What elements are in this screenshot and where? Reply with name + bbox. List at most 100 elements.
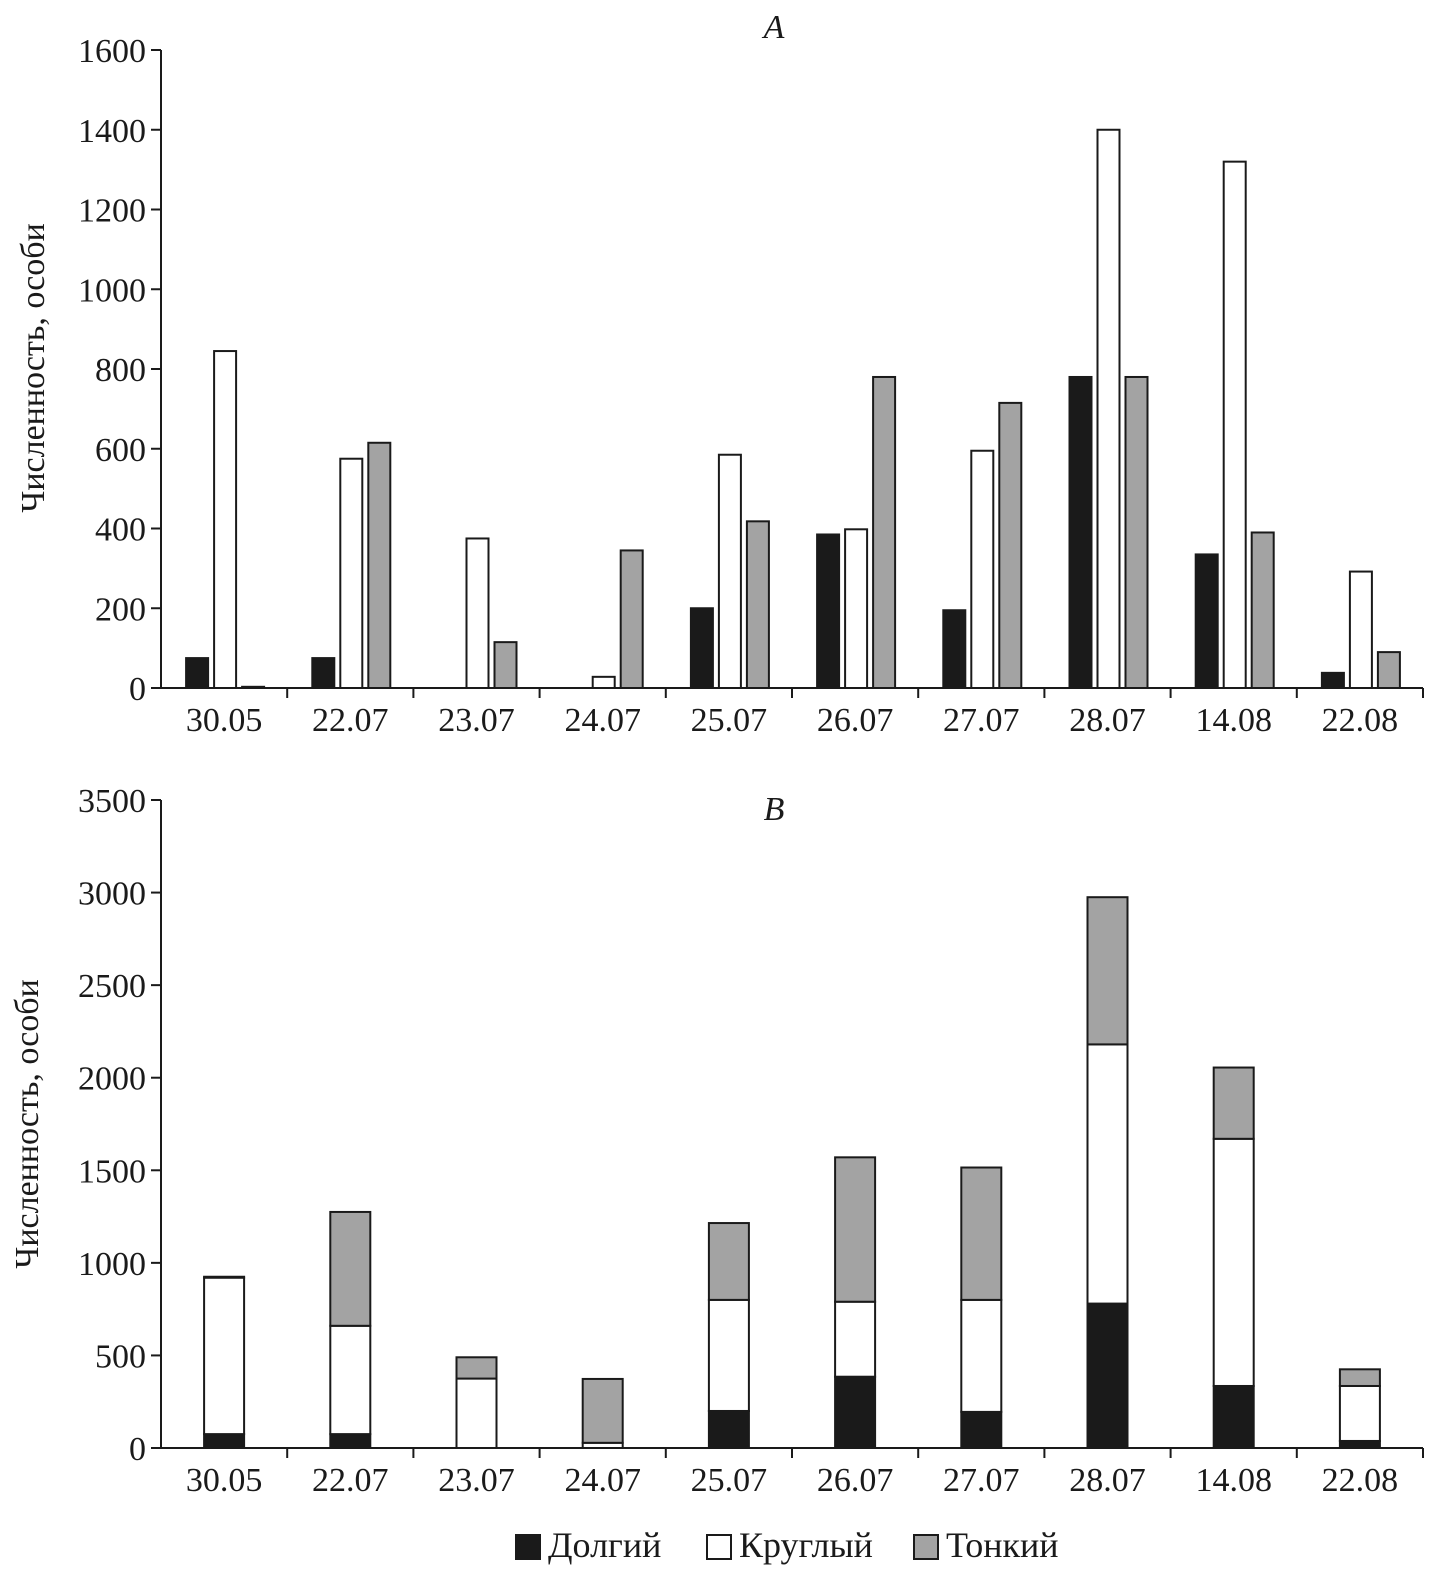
panel-a-chart: A Численность, особи 0 200 400 600 800 1000 1200… (15, 9, 1424, 739)
panel-a-x-tick-label-26.07: 26.07 (817, 702, 894, 739)
panel-b-bar-tonkiy-23.07 (455, 1356, 498, 1380)
panel-b-bar-krugly-14.08 (1212, 1137, 1255, 1387)
panel-a-bar-tonkiy-28.07 (1124, 375, 1149, 689)
panel-b-bar-tonkiy-30.05 (203, 1275, 246, 1279)
panel-a-x-tick-label-27.07: 27.07 (943, 702, 1020, 739)
panel-a-y-tick-label-1600: 1600 (78, 33, 146, 70)
panel-a-bar-dolgiy-26.07 (816, 533, 841, 690)
panel-b-bar-krugly-28.07 (1086, 1043, 1129, 1305)
panel-a-bar-krugly-26.07 (844, 528, 869, 689)
panel-a-y-tick-label-0: 0 (129, 671, 146, 708)
panel-b-bar-krugly-25.07 (707, 1298, 750, 1412)
panel-b-x-tick-label-14.08: 14.08 (1195, 1462, 1272, 1499)
panel-a-bar-krugly-27.07 (970, 449, 995, 689)
panel-b-bar-krugly-26.07 (834, 1300, 877, 1378)
panel-a-bar-dolgiy-27.07 (942, 609, 967, 690)
panel-a-bar-tonkiy-22.08 (1376, 651, 1401, 689)
panel-b-y-tick-label-1000: 1000 (78, 1246, 146, 1283)
panel-a-bar-tonkiy-14.08 (1250, 531, 1275, 689)
legend-swatch-tonkiy (913, 1534, 939, 1560)
panel-b-x-tick-label-28.07: 28.07 (1069, 1462, 1146, 1499)
panel-b-y-tick-label-3000: 3000 (78, 876, 146, 913)
legend: Долгий Круглый Тонкий (515, 1525, 1059, 1565)
panel-a-bar-dolgiy-25.07 (689, 607, 714, 689)
panel-a-bar-tonkiy-24.07 (619, 549, 644, 690)
panel-b-bar-dolgiy-30.05 (203, 1433, 246, 1449)
panel-b-y-tick-label-1500: 1500 (78, 1153, 146, 1190)
panel-b-x-tick-label-30.05: 30.05 (186, 1462, 263, 1499)
panel-a-bar-tonkiy-26.07 (872, 375, 897, 689)
panel-b-y-tick-label-500: 500 (95, 1338, 146, 1375)
legend-swatch-dolgiy (515, 1534, 541, 1560)
panel-a-x-tick-label-22.07: 22.07 (312, 702, 389, 739)
panel-b-bar-tonkiy-25.07 (707, 1222, 750, 1301)
panel-b-bar-dolgiy-22.07 (329, 1433, 372, 1449)
panel-b-x-tick-label-24.07: 24.07 (564, 1462, 641, 1499)
panel-a-bar-krugly-25.07 (717, 453, 742, 690)
panel-a-y-tick-label-1400: 1400 (78, 113, 146, 150)
panel-a-x-tick-label-14.08: 14.08 (1195, 702, 1272, 739)
panel-b-y-axis-label: Численность, особи (9, 979, 46, 1269)
panel-b-bar-dolgiy-26.07 (834, 1375, 877, 1449)
legend-label-dolgiy: Долгий (548, 1525, 661, 1565)
panel-a-bar-dolgiy-22.07 (311, 657, 336, 689)
panel-b-x-tick-label-23.07: 23.07 (438, 1462, 515, 1499)
panel-a-x-tick-label-22.08: 22.08 (1322, 702, 1399, 739)
panel-b-bar-dolgiy-25.07 (707, 1409, 750, 1450)
panel-b-bar-krugly-23.07 (455, 1377, 498, 1449)
panel-b-y-tick-label-0: 0 (129, 1431, 146, 1468)
panel-a-bar-dolgiy-14.08 (1194, 553, 1219, 690)
panel-b-x-tick-label-22.07: 22.07 (312, 1462, 389, 1499)
panel-a-title: A (762, 9, 785, 46)
panel-a-bar-tonkiy-27.07 (998, 401, 1023, 689)
panel-b-bar-tonkiy-22.07 (329, 1210, 372, 1327)
panel-a-y-tick-label-600: 600 (95, 432, 146, 469)
panel-a-bar-krugly-24.07 (591, 675, 616, 690)
panel-b-bar-krugly-30.05 (203, 1276, 246, 1436)
panel-a-x-tick-label-30.05: 30.05 (186, 702, 263, 739)
panel-b-y-tick-label-2500: 2500 (78, 968, 146, 1005)
panel-b-bar-dolgiy-22.08 (1338, 1439, 1381, 1450)
panel-a-bar-krugly-14.08 (1222, 160, 1247, 689)
legend-label-tonkiy: Тонкий (946, 1525, 1059, 1565)
panel-b-bar-krugly-22.08 (1338, 1384, 1381, 1442)
panel-b-bar-tonkiy-28.07 (1086, 896, 1129, 1046)
panel-b-title: B (764, 791, 785, 828)
panel-a-bar-dolgiy-22.08 (1320, 671, 1345, 689)
panel-a-y-tick-label-200: 200 (95, 591, 146, 628)
panel-a-x-tick-label-25.07: 25.07 (691, 702, 768, 739)
panel-a-bar-krugly-22.08 (1348, 570, 1373, 689)
panel-b-chart: B Численность, особи 0 500 1000 1500 2000 2500 3… (9, 783, 1424, 1499)
panel-b-bar-tonkiy-14.08 (1212, 1066, 1255, 1140)
panel-b-bar-tonkiy-22.08 (1338, 1368, 1381, 1387)
panel-a-bar-dolgiy-28.07 (1068, 375, 1093, 689)
panel-a-bar-krugly-30.05 (213, 350, 238, 689)
panel-a-bar-krugly-23.07 (465, 537, 490, 689)
panel-b-bar-tonkiy-24.07 (581, 1377, 624, 1444)
panel-b-x-tick-label-22.08: 22.08 (1322, 1462, 1399, 1499)
panel-b-x-tick-label-26.07: 26.07 (817, 1462, 894, 1499)
panel-b-x-tick-label-25.07: 25.07 (691, 1462, 768, 1499)
panel-b-x-tick-label-27.07: 27.07 (943, 1462, 1020, 1499)
panel-a-x-tick-label-28.07: 28.07 (1069, 702, 1146, 739)
panel-a-bar-tonkiy-23.07 (493, 641, 518, 689)
panel-a-bar-dolgiy-30.05 (185, 657, 210, 689)
panel-a-y-tick-label-1000: 1000 (78, 272, 146, 309)
panel-b-bar-dolgiy-14.08 (1212, 1384, 1255, 1450)
panel-b-bar-dolgiy-28.07 (1086, 1302, 1129, 1450)
panel-a-y-axis-label: Численность, особи (15, 223, 52, 513)
panel-a-bar-tonkiy-25.07 (745, 520, 770, 690)
panel-b-bar-tonkiy-27.07 (960, 1166, 1003, 1301)
panel-a-bar-krugly-22.07 (339, 457, 364, 689)
panel-a-x-tick-label-23.07: 23.07 (438, 702, 515, 739)
panel-b-y-tick-label-3500: 3500 (78, 783, 146, 820)
panel-a-y-tick-label-1200: 1200 (78, 193, 146, 230)
panel-b-bar-tonkiy-26.07 (834, 1156, 877, 1303)
panel-a-bar-krugly-28.07 (1096, 128, 1121, 689)
panel-a-y-tick-label-400: 400 (95, 512, 146, 549)
panel-b-bar-krugly-27.07 (960, 1298, 1003, 1413)
panel-b-bar-dolgiy-27.07 (960, 1410, 1003, 1449)
panel-a-y-tick-label-800: 800 (95, 352, 146, 389)
legend-swatch-krugly (706, 1534, 732, 1560)
